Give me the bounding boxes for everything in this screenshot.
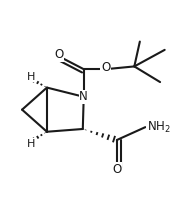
Text: NH$_2$: NH$_2$ bbox=[147, 120, 171, 135]
Text: O: O bbox=[101, 61, 110, 74]
Text: O: O bbox=[112, 163, 121, 176]
Text: H: H bbox=[27, 72, 36, 82]
Text: N: N bbox=[79, 90, 88, 103]
Text: O: O bbox=[54, 48, 63, 61]
Text: H: H bbox=[27, 139, 36, 149]
